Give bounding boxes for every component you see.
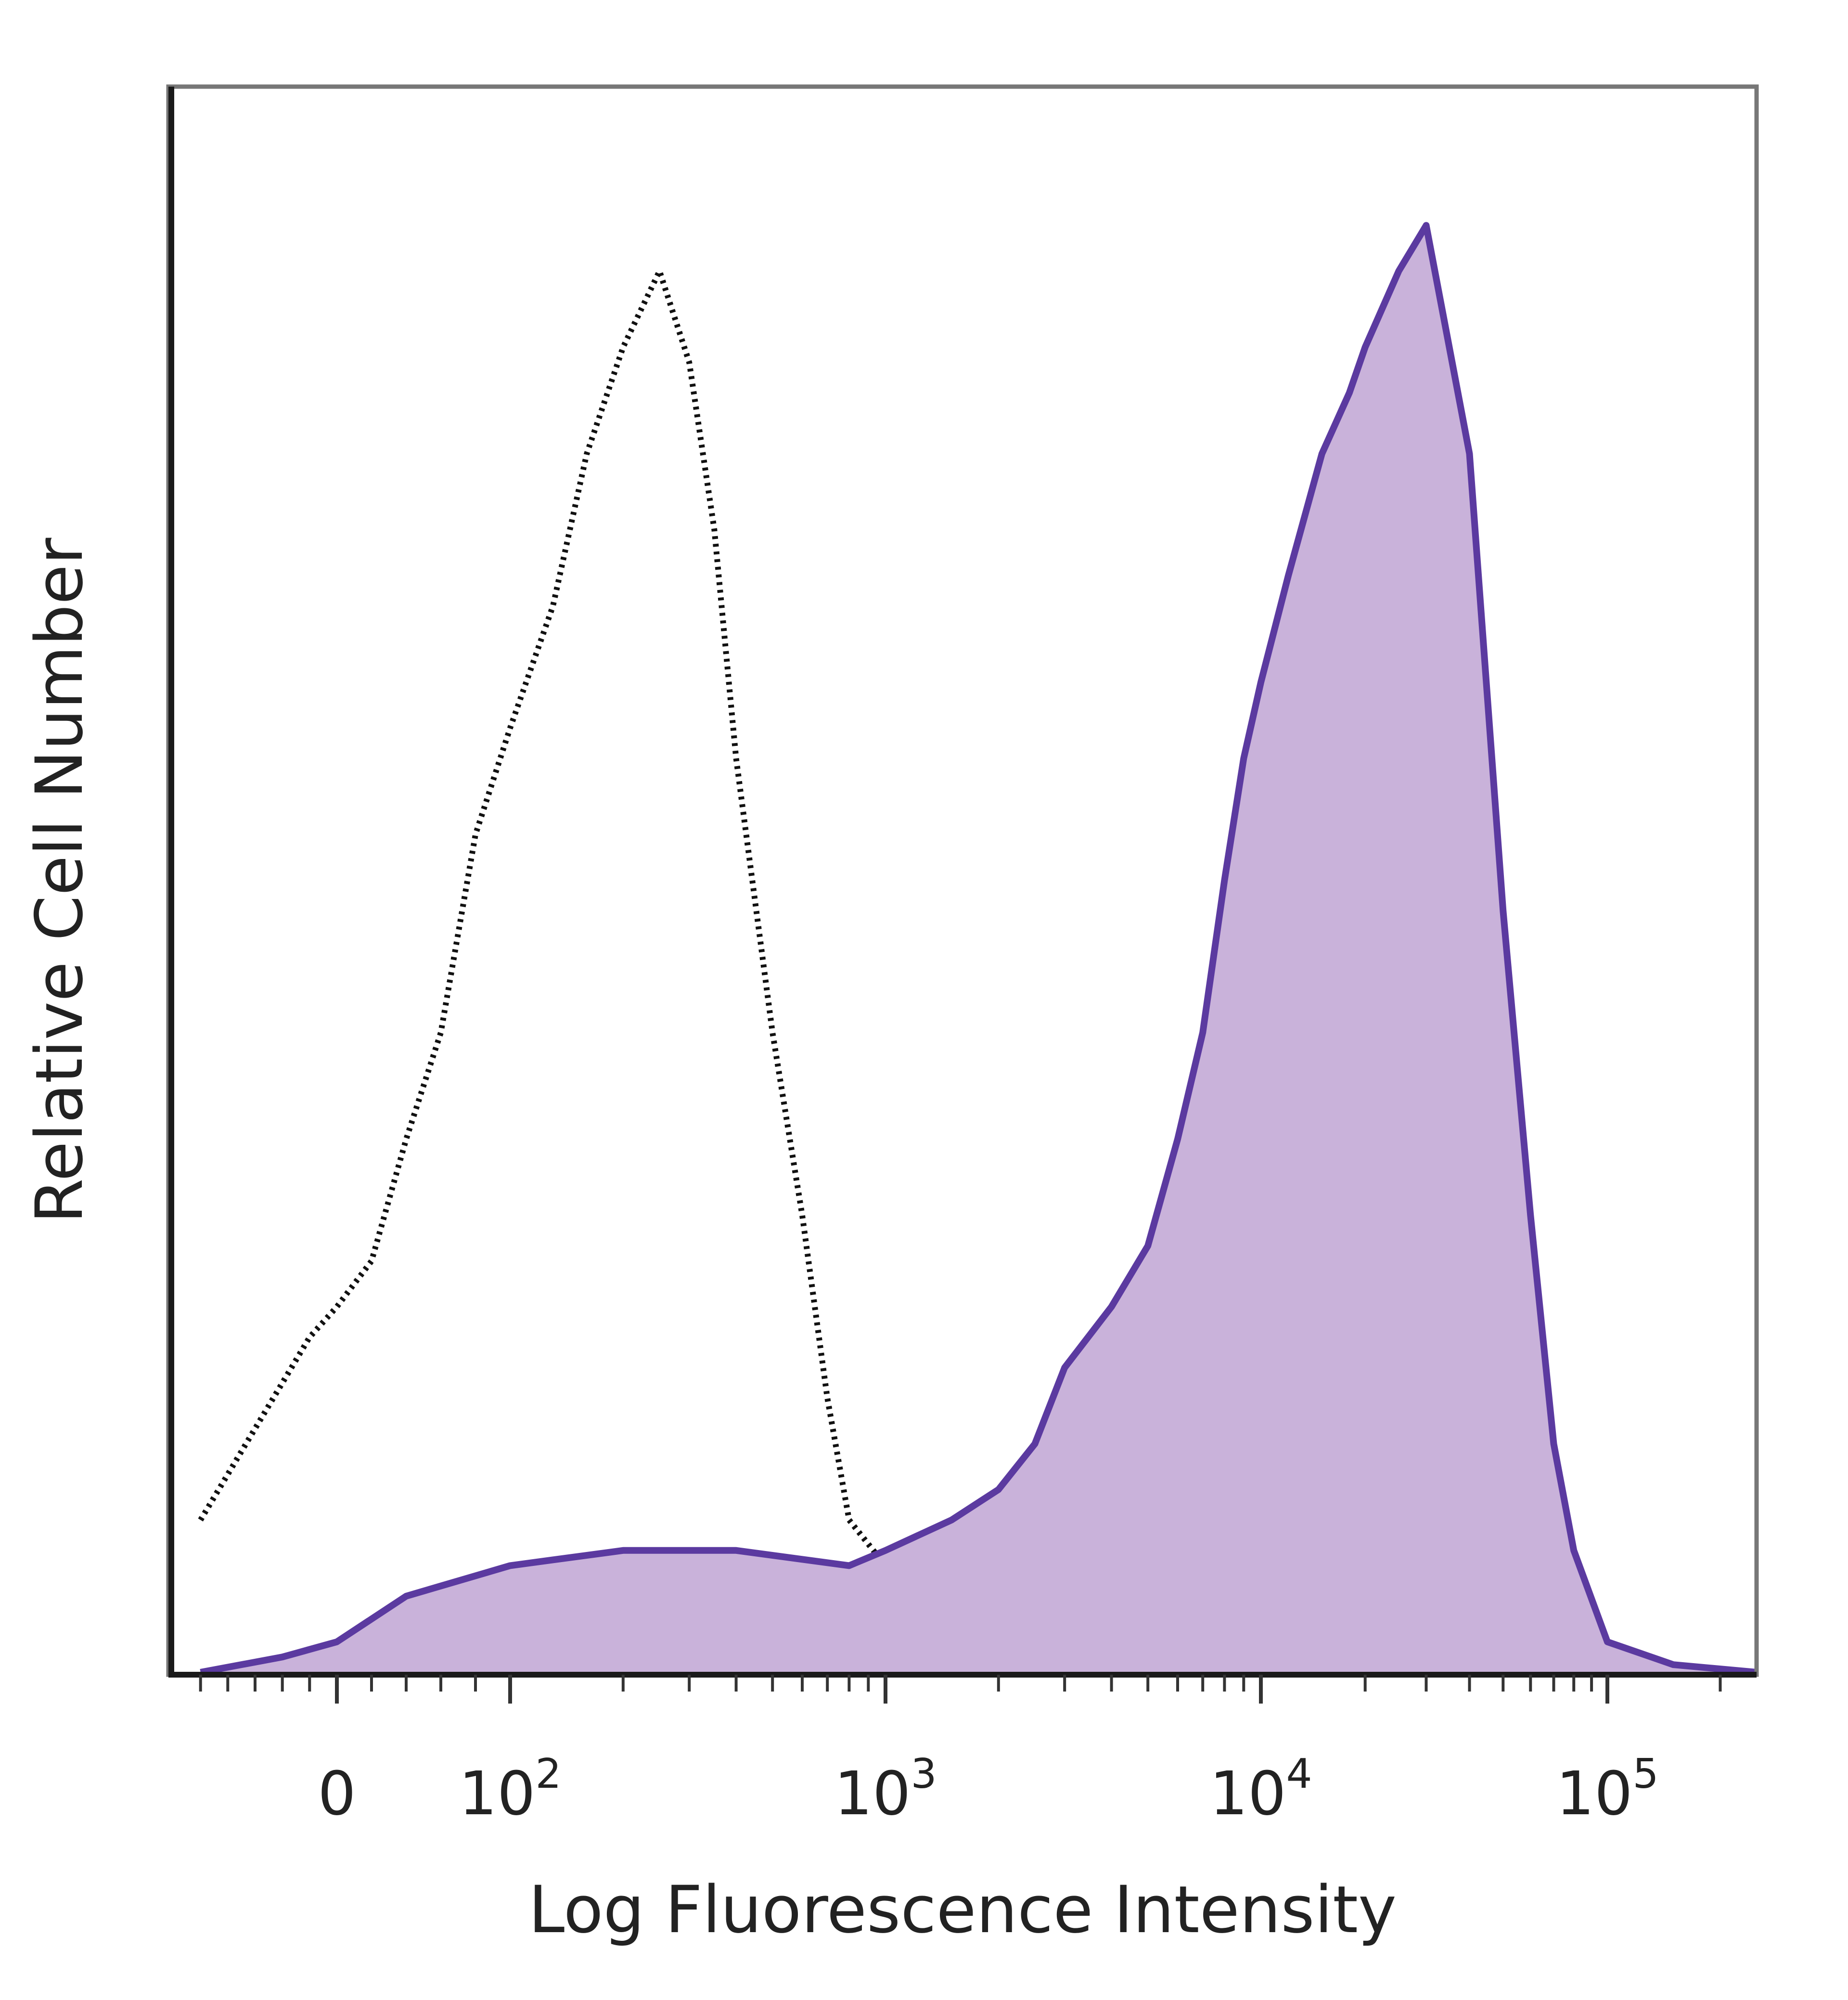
x-tick-labels: 0 102 103 104 105 [318, 1750, 1658, 1829]
x-ticks [199, 1675, 1722, 1704]
series-1-fill [200, 225, 1757, 1672]
x-tick-label: 103 [834, 1750, 937, 1829]
x-tick-label: 104 [1209, 1750, 1312, 1829]
x-tick-label: 105 [1556, 1750, 1658, 1829]
x-tick-label: 102 [459, 1750, 561, 1829]
x-axis-title: Log Fluorescence Intensity [528, 1872, 1397, 1948]
plot-content [198, 222, 1757, 1676]
x-tick-label: 0 [318, 1759, 356, 1829]
series-layer [198, 222, 1757, 1676]
y-axis-title: Relative Cell Number [22, 538, 97, 1223]
series-1-line [200, 222, 1757, 1676]
